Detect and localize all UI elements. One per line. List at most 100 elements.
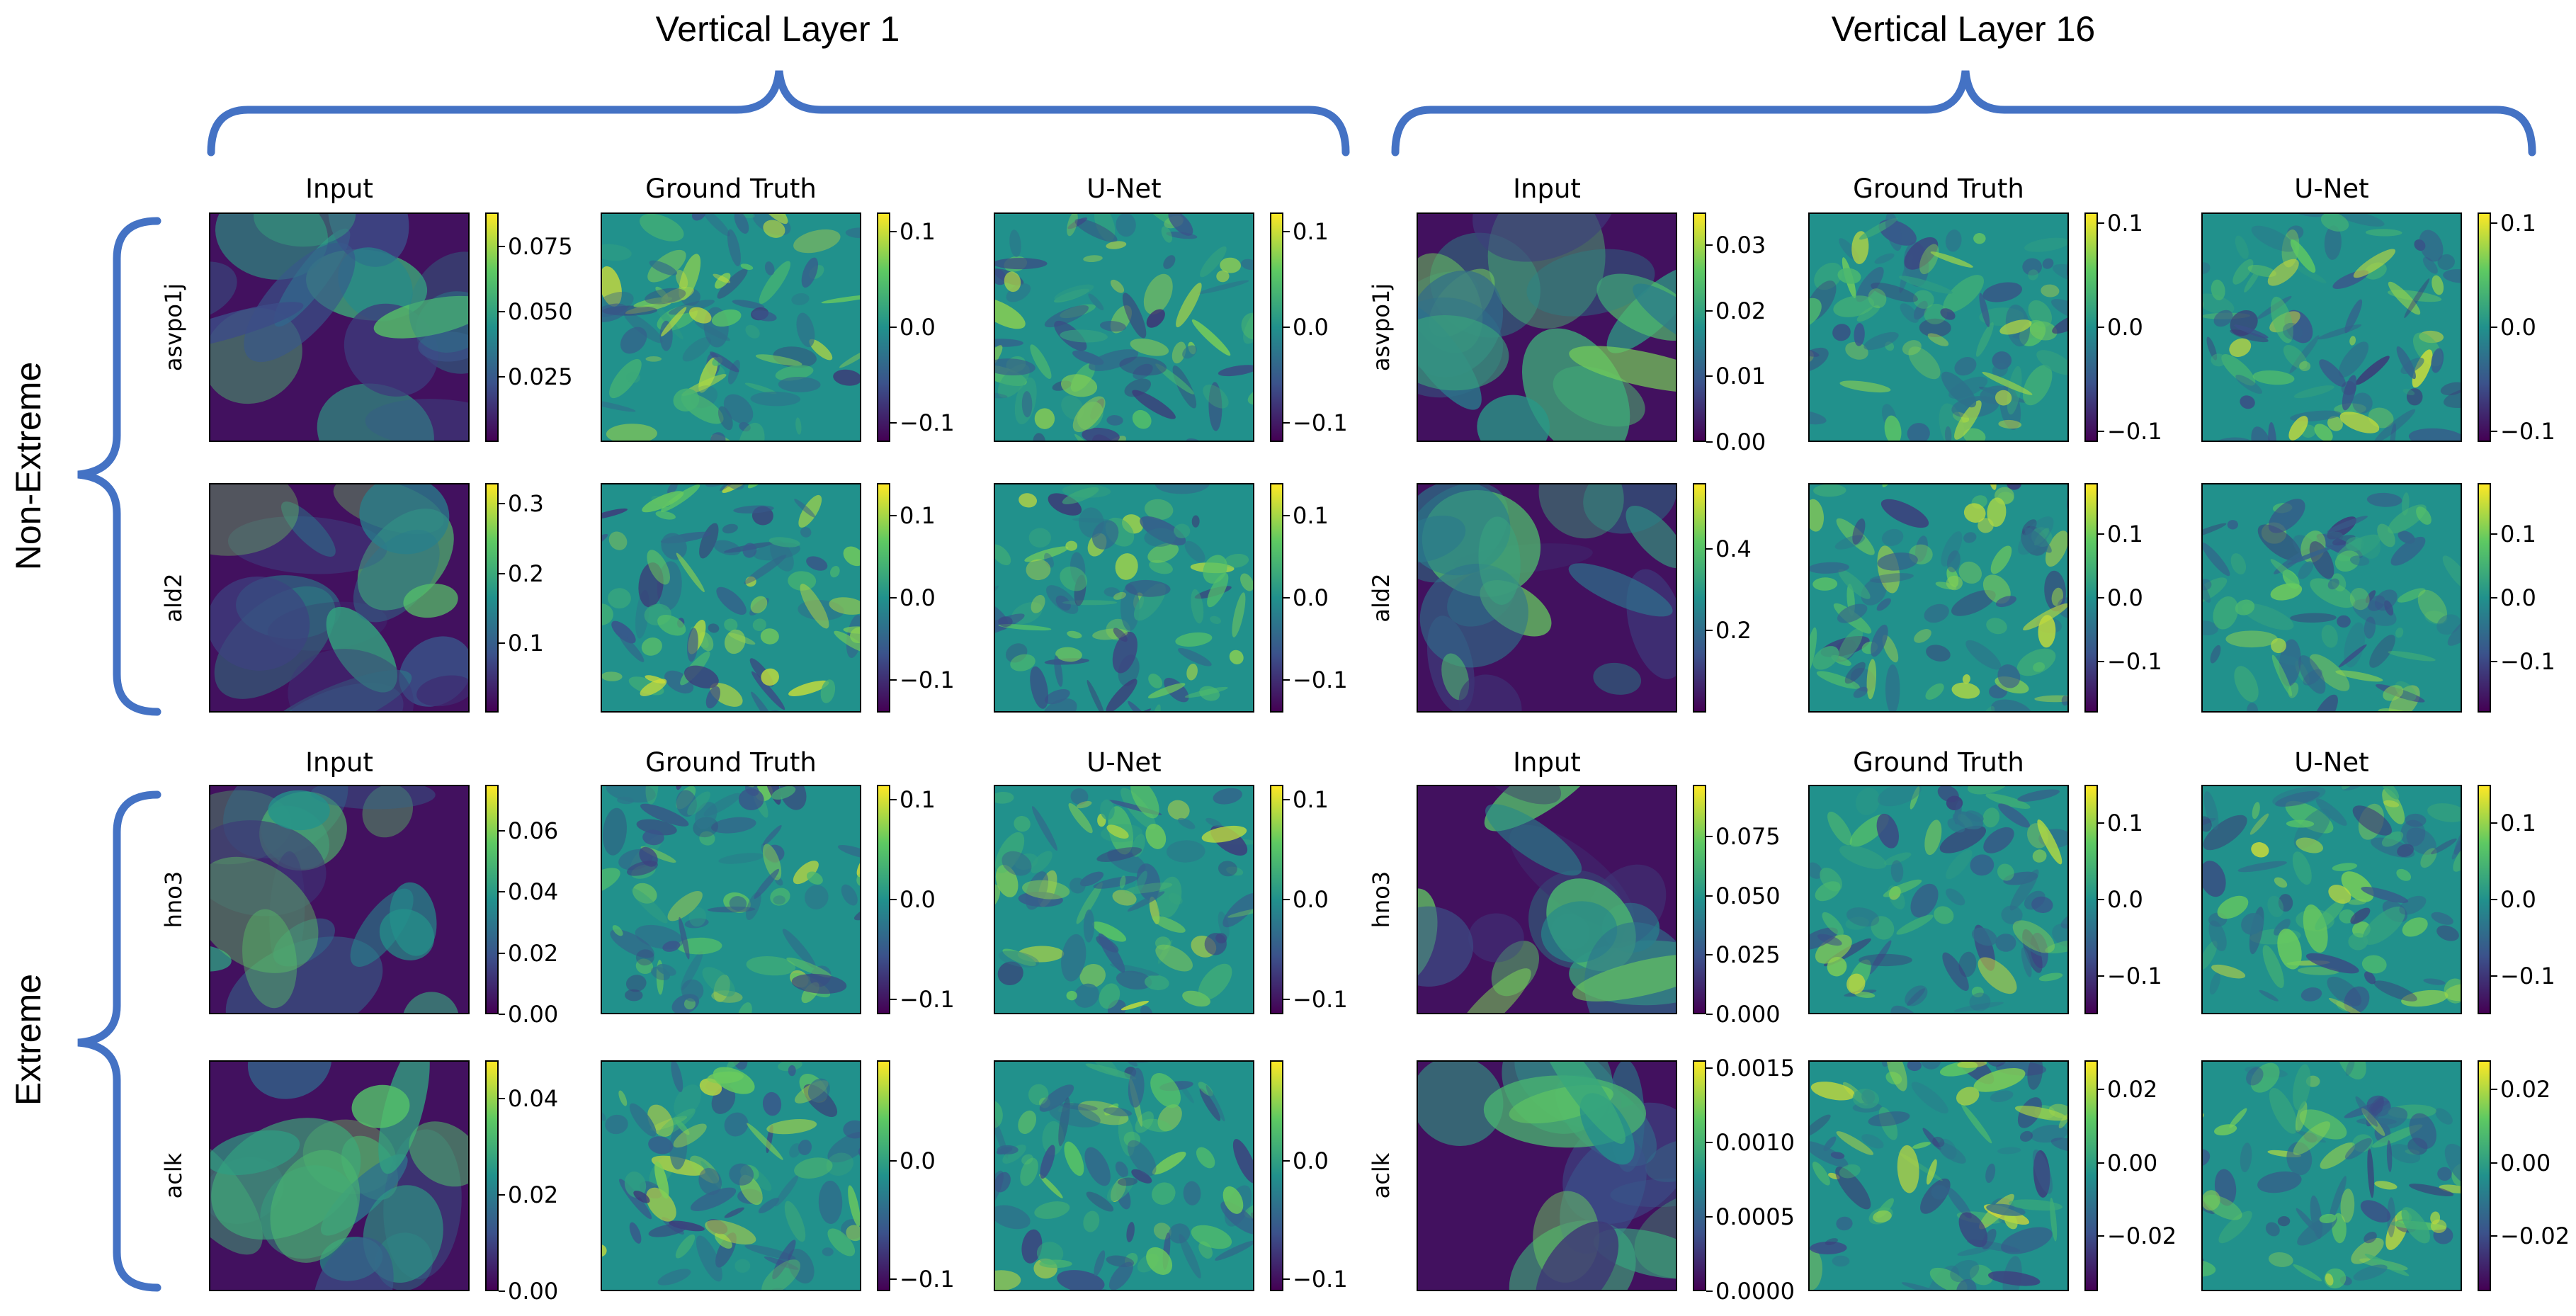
colorbar-input-hno3 bbox=[485, 785, 499, 1014]
colorbar-tick-mark bbox=[499, 1194, 505, 1196]
colorbar-tick-label: −0.1 bbox=[2500, 418, 2555, 446]
colorbar-tick-label: 0.00 bbox=[2500, 1149, 2551, 1176]
colorbar-tick-label: 0.1 bbox=[2107, 810, 2143, 836]
colorbar-ground-truth-hno3 bbox=[2084, 785, 2098, 1014]
colorbar-tick-mark bbox=[890, 1278, 897, 1281]
colorbar-tick-mark bbox=[1283, 899, 1290, 900]
colorbar-tick-mark bbox=[499, 1014, 505, 1015]
colorbar-tick-mark bbox=[1706, 1215, 1713, 1218]
heatmap-field bbox=[2203, 786, 2461, 1013]
colorbar-input-asvpo1j bbox=[485, 212, 499, 442]
colorbar-tick-mark bbox=[2491, 975, 2497, 977]
colorbar-unet-asvpo1j bbox=[2478, 212, 2491, 442]
colorbar-tick-mark bbox=[890, 327, 897, 328]
colorbar-tick-label: −0.1 bbox=[1293, 666, 1348, 693]
colorbar-tick-label: 0.0 bbox=[900, 314, 936, 341]
heatmap-field bbox=[995, 1062, 1253, 1290]
colorbar-ground-truth-ald2 bbox=[2084, 483, 2098, 713]
colorbar-input-aclk bbox=[1693, 1060, 1706, 1291]
heatmap-ground-truth-aclk bbox=[601, 1060, 861, 1291]
column-title-unet: U-Net bbox=[2294, 747, 2369, 778]
colorbar-tick-label: 0.1 bbox=[1293, 502, 1329, 530]
column-title-unet: U-Net bbox=[1086, 174, 1162, 204]
colorbar-tick-label: 0.02 bbox=[1715, 297, 1766, 324]
colorbar-tick-label: 0.03 bbox=[1715, 232, 1766, 259]
colorbar-tick-label: 0.025 bbox=[1715, 941, 1781, 969]
colorbar-tick-mark bbox=[2098, 1235, 2104, 1237]
colorbar-tick-mark bbox=[890, 679, 897, 681]
colorbar-tick-mark bbox=[499, 1098, 505, 1100]
colorbar-tick-label: 0.1 bbox=[2107, 521, 2143, 548]
heatmap-field bbox=[210, 1062, 468, 1290]
heatmap-field bbox=[1418, 1062, 1676, 1290]
heatmap-input-aclk bbox=[1417, 1060, 1677, 1291]
row-label-aclk: aclk bbox=[160, 1152, 187, 1199]
heatmap-field bbox=[1810, 484, 2067, 711]
colorbar-tick-mark bbox=[890, 422, 897, 424]
colorbar-input-ald2 bbox=[1693, 483, 1706, 713]
colorbar-tick-label: −0.1 bbox=[2500, 963, 2555, 989]
brace-non-extreme bbox=[77, 217, 161, 716]
brace-layer-1 bbox=[207, 70, 1350, 157]
colorbar-tick-label: 0.1 bbox=[508, 629, 544, 657]
colorbar-ground-truth-asvpo1j bbox=[877, 212, 890, 442]
colorbar-tick-label: 0.1 bbox=[900, 502, 936, 530]
heatmap-field bbox=[602, 786, 860, 1013]
colorbar-tick-label: 0.075 bbox=[508, 232, 573, 260]
colorbar-tick-label: −0.1 bbox=[2107, 418, 2162, 446]
colorbar-tick-label: −0.1 bbox=[2500, 648, 2555, 675]
column-title-unet: U-Net bbox=[1086, 747, 1162, 778]
heatmap-field bbox=[2203, 214, 2461, 441]
heatmap-unet-ald2 bbox=[994, 483, 1254, 713]
heatmap-input-aclk bbox=[209, 1060, 470, 1291]
colorbar-tick-label: 0.0015 bbox=[1715, 1054, 1795, 1082]
colorbar-tick-label: −0.02 bbox=[2500, 1223, 2570, 1250]
colorbar-tick-mark bbox=[1283, 597, 1290, 599]
colorbar-tick-label: −0.02 bbox=[2107, 1223, 2177, 1250]
heatmap-field bbox=[1810, 786, 2067, 1013]
colorbar-tick-label: 0.0 bbox=[1293, 1147, 1329, 1175]
colorbar-tick-mark bbox=[499, 503, 505, 505]
heatmap-unet-aclk bbox=[994, 1060, 1254, 1291]
colorbar-tick-mark bbox=[1706, 1014, 1713, 1015]
colorbar-tick-mark bbox=[2098, 597, 2104, 599]
colorbar-tick-mark bbox=[1283, 515, 1290, 517]
colorbar-tick-mark bbox=[2098, 661, 2104, 662]
colorbar-tick-label: 0.0 bbox=[1293, 886, 1329, 913]
colorbar-input-ald2 bbox=[485, 483, 499, 713]
colorbar-tick-label: 0.0 bbox=[1293, 314, 1329, 341]
colorbar-tick-label: 0.01 bbox=[1715, 363, 1766, 390]
brace-extreme bbox=[77, 790, 161, 1292]
heatmap-field bbox=[602, 484, 860, 711]
colorbar-unet-asvpo1j bbox=[1270, 212, 1283, 442]
colorbar-tick-label: 0.0005 bbox=[1715, 1203, 1795, 1230]
heatmap-field bbox=[995, 786, 1253, 1013]
heatmap-ground-truth-asvpo1j bbox=[1808, 212, 2069, 442]
colorbar-tick-mark bbox=[2491, 899, 2497, 900]
heatmap-field bbox=[995, 484, 1253, 711]
colorbar-tick-mark bbox=[2491, 533, 2497, 535]
colorbar-tick-mark bbox=[2098, 1089, 2104, 1091]
column-title-ground-truth: Ground Truth bbox=[1853, 174, 2024, 204]
colorbar-tick-label: 0.1 bbox=[2500, 810, 2536, 836]
colorbar-tick-label: 0.0 bbox=[2500, 584, 2536, 611]
colorbar-tick-mark bbox=[2491, 597, 2497, 599]
colorbar-ground-truth-ald2 bbox=[877, 483, 890, 713]
colorbar-tick-mark bbox=[890, 597, 897, 599]
heatmap-unet-asvpo1j bbox=[994, 212, 1254, 442]
column-title-unet: U-Net bbox=[2294, 174, 2369, 204]
heatmap-field bbox=[995, 214, 1253, 441]
colorbar-tick-mark bbox=[2491, 1162, 2497, 1164]
colorbar-tick-mark bbox=[499, 891, 505, 893]
colorbar-tick-mark bbox=[890, 515, 897, 517]
colorbar-tick-mark bbox=[2491, 661, 2497, 662]
colorbar-tick-mark bbox=[1706, 441, 1713, 443]
heatmap-input-hno3 bbox=[1417, 785, 1677, 1014]
heatmap-ground-truth-aclk bbox=[1808, 1060, 2069, 1291]
heatmap-unet-aclk bbox=[2201, 1060, 2462, 1291]
heatmap-field bbox=[1418, 484, 1676, 711]
heatmap-field bbox=[1810, 214, 2067, 441]
colorbar-input-aclk bbox=[485, 1060, 499, 1291]
colorbar-tick-mark bbox=[1706, 1291, 1713, 1292]
